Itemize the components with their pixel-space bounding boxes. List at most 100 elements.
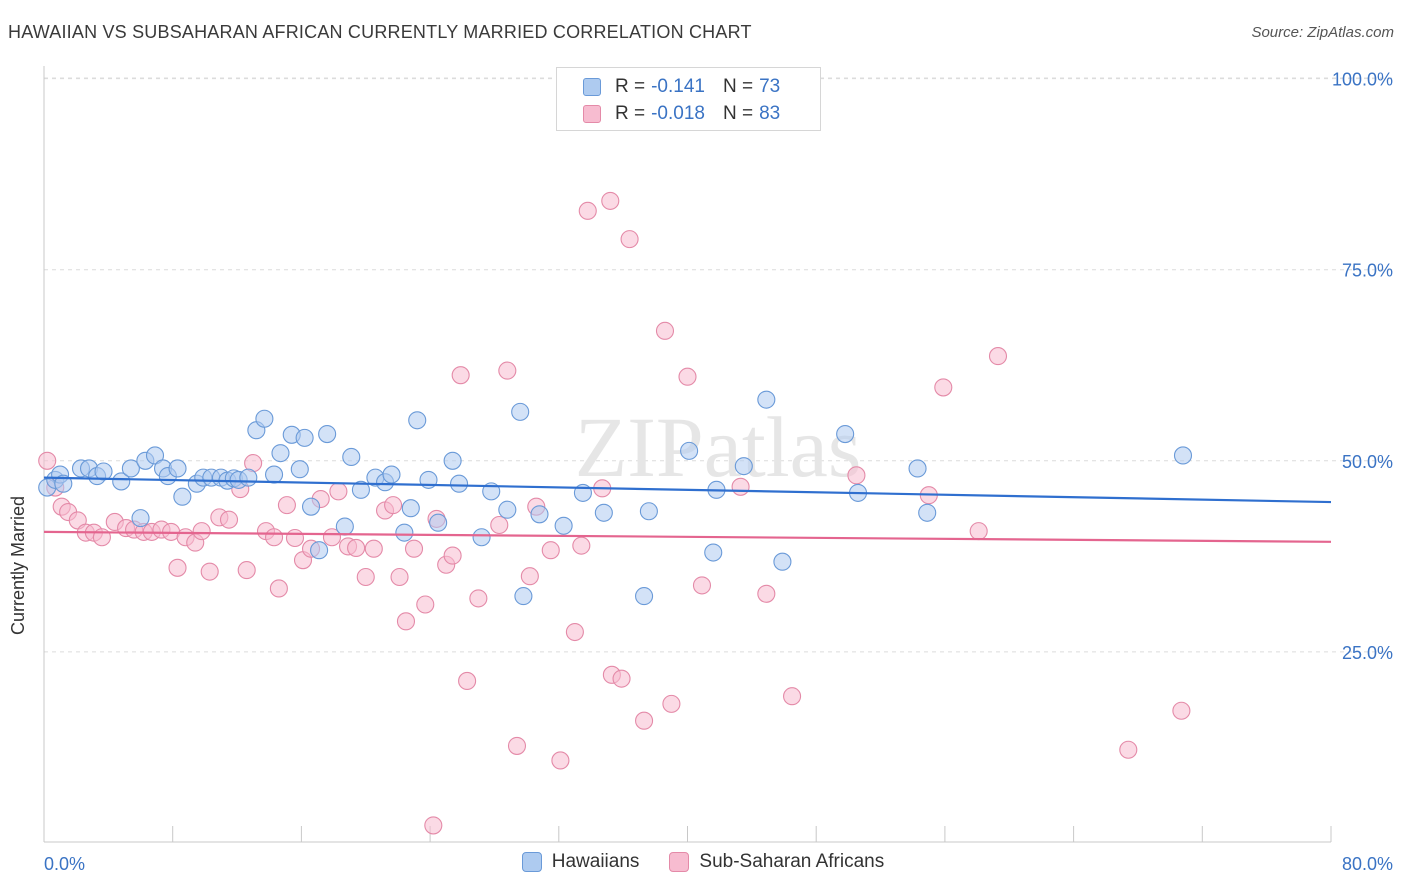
hawaiians-point [342, 447, 361, 467]
africans-point [356, 567, 375, 587]
africans-trend-line [43, 530, 1332, 543]
africans-point [347, 538, 366, 557]
hawaiians-point [554, 516, 573, 535]
legend-n-label: N = [722, 76, 754, 97]
africans-point [265, 528, 284, 547]
africans-point [783, 687, 802, 706]
chart-title: HAWAIIAN VS SUBSAHARAN AFRICAN CURRENTLY… [8, 22, 752, 42]
africans-point [988, 347, 1008, 366]
africans-point [490, 515, 509, 535]
africans-point [443, 546, 462, 565]
hawaiians-point [429, 513, 448, 532]
y-axis-label-text: Currently Married [8, 495, 28, 635]
hawaiians-point [514, 587, 533, 606]
hawaiians-point [265, 465, 284, 484]
hawaiians-point [908, 459, 927, 478]
africans-point [364, 539, 383, 558]
watermark: ZIPatlas [575, 399, 862, 495]
hawaiians-point [290, 460, 309, 479]
hawaiians-point [145, 446, 165, 465]
legend-n-value: 83 [759, 103, 781, 124]
hawaiians-point [271, 444, 290, 463]
hawaiians-point [450, 474, 469, 493]
source-credit: Source: ZipAtlas.com [1251, 24, 1394, 41]
hawaiians-point [94, 462, 113, 481]
hawaiians-point [472, 528, 491, 547]
hawaiians-trend-line [43, 476, 1332, 504]
africans-point [277, 496, 296, 515]
y-tick-label: 25.0% [1342, 643, 1393, 663]
hawaiians-point [335, 517, 354, 536]
legend-row-hawaiians: R = -0.141 N = 73 [583, 75, 780, 99]
hawaiians-point [443, 451, 462, 470]
legend-row-africans: R = -0.018 N = 83 [583, 102, 780, 126]
africans-point [507, 736, 527, 755]
africans-point [620, 230, 639, 249]
trend-lines [43, 476, 1332, 543]
hawaiians-point [395, 523, 414, 542]
hawaiians-point [1173, 446, 1193, 465]
africans-point [404, 539, 424, 558]
hawaiians-point [734, 457, 753, 476]
legend-swatch-africans [669, 852, 690, 872]
africans-point [498, 361, 517, 380]
hawaiians-point [530, 505, 549, 524]
legend-item-africans: Sub-Saharan Africans [669, 851, 884, 873]
hawaiians-point [635, 587, 654, 606]
africans-point [416, 595, 435, 614]
africans-point [565, 622, 584, 642]
africans-point [662, 694, 681, 713]
hawaiians-point [318, 424, 337, 444]
africans-point [678, 367, 697, 386]
legend-swatch-africans [583, 105, 601, 123]
africans-point [38, 451, 57, 470]
y-tick-label: 50.0% [1342, 452, 1393, 472]
hawaiians-point [295, 428, 314, 447]
hawaiians-point [351, 480, 370, 499]
hawaiians-point [594, 503, 613, 522]
hawaiians-point [239, 468, 258, 487]
africans-point [934, 378, 953, 397]
legend-n-label: N = [722, 103, 754, 124]
africans-point [424, 816, 443, 835]
tick-labels: 25.0% 50.0% 75.0% 100.0% 0.0% 80.0% [44, 70, 1393, 874]
africans-point [219, 510, 239, 529]
africans-point [757, 584, 776, 603]
africans-point [969, 522, 988, 541]
africans-point [572, 536, 591, 555]
hawaiians-point [255, 409, 274, 428]
hawaiians-point [168, 459, 187, 478]
africans-point [635, 711, 654, 730]
africans-point [1172, 701, 1191, 720]
y-tick-label: 100.0% [1332, 70, 1393, 90]
hawaiians-point [680, 441, 699, 460]
africans-point [469, 589, 488, 608]
africans-point [458, 671, 477, 690]
hawaiians-point [757, 390, 776, 409]
africans-point [168, 558, 187, 577]
africans-point [655, 321, 675, 340]
africans-point [520, 567, 539, 586]
legend-swatch-hawaiians [583, 78, 601, 96]
africans-point [396, 612, 416, 631]
africans-point [200, 562, 219, 581]
legend-r-value: -0.141 [651, 76, 705, 97]
hawaiians-point [408, 411, 427, 430]
africans-point [578, 201, 597, 220]
hawaiians-point [836, 424, 855, 444]
hawaiians-point [773, 552, 792, 571]
africans-point [390, 567, 409, 587]
hawaiians-point [498, 500, 517, 519]
data-points [38, 191, 1193, 835]
legend-r-value: -0.018 [651, 103, 705, 124]
hawaiians-point [112, 472, 131, 491]
legend-item-hawaiians: Hawaiians [521, 851, 639, 873]
africans-point [601, 191, 620, 210]
hawaiians-point [704, 543, 723, 562]
africans-point [237, 561, 256, 580]
legend-r-label: R = [615, 103, 646, 124]
x-tick-label: 80.0% [1342, 854, 1393, 874]
x-tick-label: 0.0% [44, 854, 85, 874]
africans-point [541, 541, 560, 560]
hawaiians-point [121, 459, 140, 478]
